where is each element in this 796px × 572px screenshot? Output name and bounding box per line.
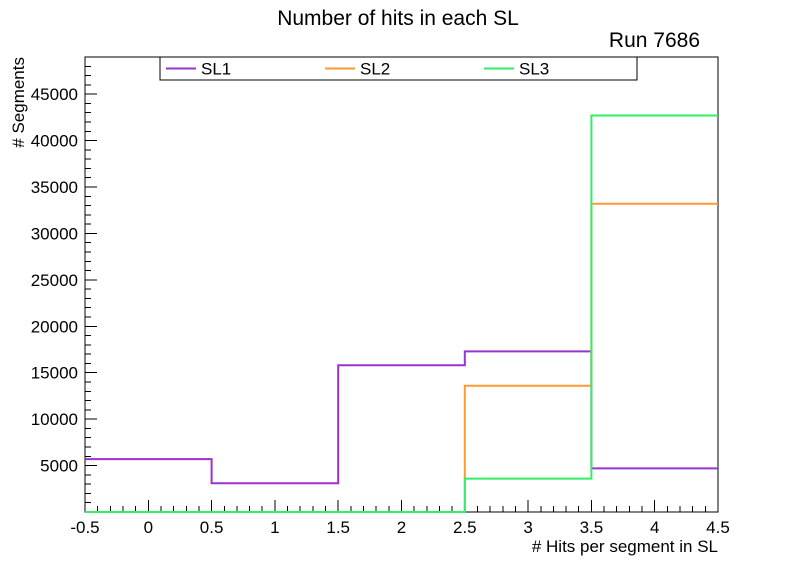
y-tick-label: 45000 [31,85,78,104]
plot-frame [84,56,719,513]
y-tick-label: 5000 [40,457,78,476]
x-tick-label: -0.5 [70,518,99,537]
x-tick-label: 0.5 [200,518,224,537]
legend-label-SL1: SL1 [201,60,231,79]
series-line-SL3 [85,114,718,513]
y-tick-label: 35000 [31,178,78,197]
y-tick-labels: 5000 10000 15000 20000 25000 30000 35000 40000 4… [31,85,78,475]
y-axis-title: # Segments [9,57,28,148]
legend-label-SL2: SL2 [360,60,390,79]
axes [84,56,719,513]
x-tick-label: 0 [144,518,153,537]
x-tick-label: 4 [650,518,659,537]
run-label: Run 7686 [608,29,700,52]
y-tick-label: 25000 [31,271,78,290]
x-tick-label: 3 [523,518,532,537]
x-tick-label: 2.5 [453,518,477,537]
chart-title: Number of hits in each SL [277,7,519,30]
legend-box [159,56,638,81]
x-tick-label: 1.5 [326,518,350,537]
x-tick-label: 4.5 [706,518,730,537]
x-tick-label: 1 [270,518,279,537]
x-tick-labels: -0.5 0 0.5 1 1.5 2 2.5 3 3.5 4 4.5 [70,518,729,537]
x-tick-label: 2 [397,518,406,537]
y-tick-label: 20000 [31,317,78,336]
series-lines [85,114,718,513]
y-tick-label: 40000 [31,132,78,151]
series-line-SL1 [85,350,718,485]
y-tick-label: 30000 [31,224,78,243]
legend-label-SL3: SL3 [519,60,549,79]
x-axis-title: # Hits per segment in SL [532,537,718,556]
x-tick-label: 3.5 [580,518,604,537]
legend: SL1 SL2 SL3 [159,56,638,81]
series-line-SL2 [85,202,718,513]
y-tick-label: 10000 [31,410,78,429]
y-tick-label: 15000 [31,364,78,383]
